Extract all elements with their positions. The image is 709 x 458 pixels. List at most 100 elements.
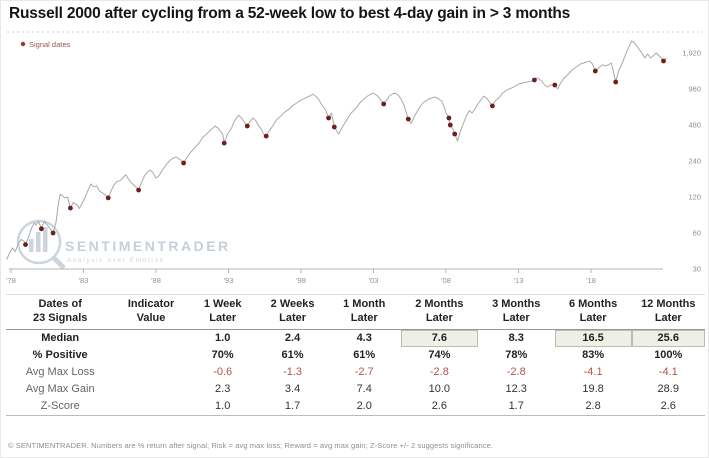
y-tick-label: 1,920 — [682, 49, 701, 58]
table-row: Z-Score 1.0 1.7 2.0 2.6 1.7 2.8 2.6 — [6, 397, 705, 416]
column-header: 2 Months Later — [400, 294, 478, 330]
column-header: 2 Weeks Later — [257, 294, 328, 330]
signal-dot — [405, 116, 411, 122]
column-header: Dates of 23 Signals — [6, 294, 115, 330]
x-tick-label: '78 — [6, 276, 16, 285]
table-cell: 2.6 — [400, 397, 478, 416]
watermark-tagline: Analysis over Emotion — [67, 257, 165, 264]
price-chart: Signal dates SENTIMENTRADER Analysis ove… — [1, 1, 708, 293]
table-cell: 19.8 — [582, 383, 604, 396]
bar-icon — [43, 227, 48, 252]
signal-dot — [136, 187, 142, 193]
table-cell — [114, 381, 187, 398]
chart-legend: Signal dates — [20, 40, 71, 49]
magnifier-handle — [52, 256, 66, 270]
table-cell: 1.7 — [257, 397, 328, 416]
table-cell: -2.7 — [354, 366, 374, 379]
column-header: 3 Months Later — [477, 294, 555, 330]
signal-dot — [23, 242, 28, 248]
row-label: Avg Max Gain — [25, 383, 95, 396]
table-cell: 16.5 — [554, 329, 632, 347]
y-tick-label: 480 — [688, 121, 701, 130]
table-cell: 28.9 — [657, 383, 679, 396]
y-tick-label: 60 — [693, 229, 701, 238]
signal-dot — [39, 226, 44, 232]
column-header: 1 Month Later — [327, 294, 401, 330]
signal-dot — [50, 230, 56, 236]
table-cell: -4.1 — [583, 366, 603, 379]
x-tick-label: '93 — [224, 276, 234, 285]
table-cell: 83% — [582, 349, 605, 362]
table-cell: 1.0 — [187, 397, 258, 416]
price-line — [6, 40, 667, 260]
signal-dot — [244, 123, 250, 129]
y-tick-label: 960 — [688, 85, 701, 94]
table-cell: 100% — [654, 349, 683, 362]
row-label: Avg Max Loss — [25, 366, 95, 379]
signal-dot — [552, 82, 558, 88]
table-cell: -4.1 — [658, 366, 678, 379]
table-cell: 78% — [505, 349, 528, 362]
table-cell — [114, 347, 187, 364]
signal-dot — [452, 131, 458, 137]
x-tick-label: '13 — [514, 276, 524, 285]
signal-dot — [221, 140, 227, 146]
table-cell: 70% — [211, 349, 234, 362]
row-label: Z-Score — [6, 397, 115, 416]
y-tick-label: 120 — [688, 193, 701, 202]
x-tick-label: '88 — [151, 276, 161, 285]
table-cell: 8.3 — [508, 332, 524, 345]
row-label: Median — [41, 332, 80, 345]
signal-dot — [381, 101, 387, 107]
table-row: Median 1.0 2.4 4.3 7.6 8.3 16.5 25.6 — [6, 329, 705, 347]
table-cell: -0.6 — [213, 366, 233, 379]
signal-dot — [181, 160, 187, 166]
signal-dot — [613, 79, 619, 85]
x-tick-label: '83 — [79, 276, 89, 285]
x-tick-label: '98 — [296, 276, 306, 285]
signal-dot — [446, 115, 452, 121]
table-cell: 61% — [353, 349, 376, 362]
table-cell: 10.0 — [428, 383, 451, 396]
table-cell: 3.4 — [284, 383, 301, 396]
watermark: SENTIMENTRADER Analysis over Emotion — [16, 219, 231, 270]
table-cell: 74% — [428, 349, 451, 362]
signal-dot-icon — [20, 41, 26, 47]
signal-dot — [661, 58, 666, 64]
table-cell: 2.4 — [284, 332, 301, 345]
table-row: % Positive 70% 61% 61% 74% 78% 83% 100% — [6, 347, 705, 364]
table-cell: -1.3 — [283, 366, 303, 379]
bar-icon — [36, 232, 41, 252]
legend-label: Signal dates — [29, 40, 71, 49]
table-cell: 2.0 — [327, 397, 401, 416]
table-cell: 2.8 — [554, 397, 632, 416]
table-cell: 25.6 — [631, 329, 705, 347]
table-cell — [114, 364, 187, 381]
table-cell: 1.7 — [477, 397, 555, 416]
table-cell — [114, 397, 188, 416]
signal-dot — [68, 205, 73, 211]
y-tick-label: 30 — [693, 265, 701, 274]
signal-dot — [592, 68, 598, 74]
column-header: 1 Week Later — [187, 294, 258, 330]
table-cell: -2.8 — [429, 366, 449, 379]
table-cell: 61% — [281, 349, 304, 362]
column-header: Indicator Value — [114, 294, 188, 330]
bar-icon — [29, 239, 34, 252]
table-cell: 2.6 — [631, 397, 705, 416]
table-cell: 7.4 — [356, 383, 372, 396]
returns-table: Dates of 23 Signals Indicator Value 1 Week La… — [6, 294, 705, 416]
table-cell — [114, 329, 187, 347]
table-cell: 12.3 — [505, 383, 527, 396]
table-cell: 1.0 — [215, 332, 231, 345]
watermark-name: SENTIMENTRADER — [65, 238, 231, 254]
table-cell: 4.3 — [356, 332, 372, 345]
table-cell: 2.3 — [215, 383, 231, 396]
signal-dot — [331, 124, 337, 130]
price-chart-svg: Signal dates SENTIMENTRADER Analysis ove… — [6, 31, 703, 285]
signal-dot — [326, 115, 331, 121]
column-header: 12 Months Later — [631, 294, 705, 330]
signal-dot — [447, 122, 453, 128]
table-row: Avg Max Gain 2.3 3.4 7.4 10.0 12.3 19.8 28.9 — [6, 381, 705, 398]
